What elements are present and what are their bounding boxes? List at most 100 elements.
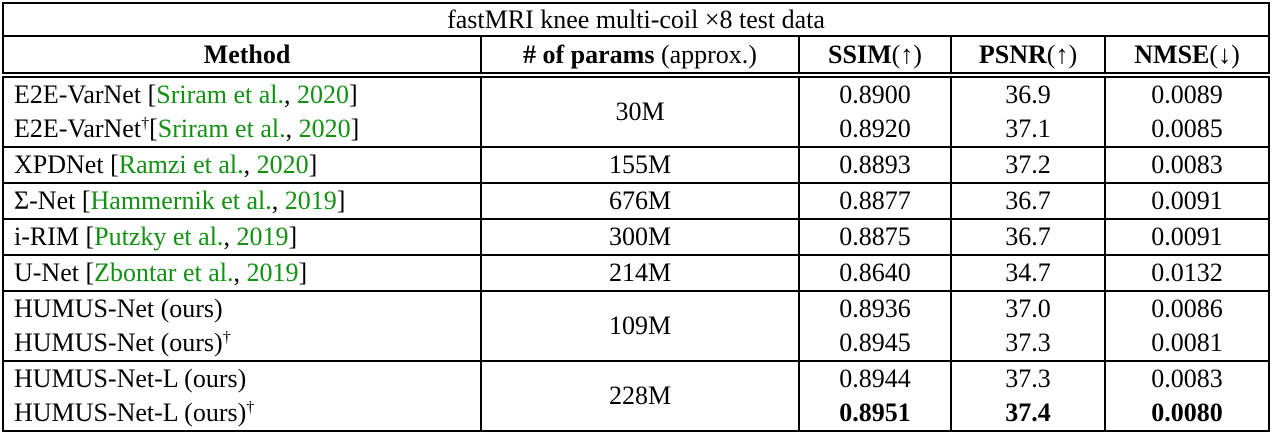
method-cell: U-Net [Zbontar et al., 2019] — [3, 254, 481, 291]
ssim-cell: 0.8944 — [798, 360, 951, 396]
ssim-up-arrow-icon: (↑) — [891, 39, 922, 69]
method-name: HUMUS-Net-L (ours) — [14, 364, 247, 393]
citation-bracket: ] — [350, 114, 360, 143]
nmse-cell: 0.0080 — [1103, 396, 1270, 431]
method-cell: HUMUS-Net-L (ours) — [3, 360, 481, 396]
method-name: Σ-Net — [14, 186, 76, 215]
method-name: E2E-VarNet — [14, 80, 142, 109]
citation-bracket: [ — [149, 114, 158, 143]
psnr-up-arrow-icon: (↑) — [1046, 39, 1078, 69]
params-cell: 30M — [480, 75, 799, 147]
method-cell: HUMUS-Net (ours) — [3, 290, 481, 326]
citation-separator: , — [284, 80, 298, 109]
psnr-cell: 37.4 — [950, 396, 1105, 431]
nmse-cell: 0.0086 — [1103, 290, 1270, 326]
citation-bracket: ] — [298, 258, 308, 287]
citation-bracket: ] — [336, 186, 346, 215]
psnr-cell: 37.1 — [950, 112, 1105, 147]
params-cell: 300M — [480, 218, 799, 255]
citation-year-link[interactable]: 2020 — [297, 80, 350, 109]
method-name: i-RIM — [14, 222, 79, 251]
table-row: E2E-VarNet [Sriram et al., 2020] 30M 0.8… — [3, 75, 1270, 147]
nmse-cell: 0.0083 — [1103, 360, 1270, 396]
citation-year-link[interactable]: 2020 — [298, 114, 351, 143]
caption-row: fastMRI knee multi-coil ×8 test data — [3, 3, 1270, 37]
citation-bracket: [ — [78, 258, 95, 287]
citation-link[interactable]: Putzky et al. — [94, 222, 224, 251]
method-name: HUMUS-Net (ours) — [14, 328, 223, 357]
dagger-superscript: † — [246, 399, 255, 416]
table-row: HUMUS-Net (ours) 109M 0.8936 37.0 0.0086 — [3, 290, 1270, 361]
ssim-cell: 0.8936 — [798, 290, 951, 326]
method-cell: XPDNet [Ramzi et al., 2020] — [3, 146, 481, 183]
method-name: E2E-VarNet — [14, 114, 142, 143]
citation-year-link[interactable]: 2019 — [284, 186, 337, 215]
ssim-cell: 0.8893 — [798, 146, 951, 183]
psnr-cell: 37.3 — [950, 360, 1105, 396]
ssim-cell: 0.8951 — [798, 396, 951, 431]
method-cell: i-RIM [Putzky et al., 2019] — [3, 218, 481, 255]
dagger-superscript: † — [141, 115, 150, 132]
citation-year-link[interactable]: 2019 — [246, 258, 299, 287]
column-header-psnr: PSNR(↑) — [950, 36, 1105, 78]
citation-bracket: [ — [103, 150, 119, 179]
ssim-cell: 0.8945 — [798, 326, 951, 361]
citation-separator: , — [243, 150, 257, 179]
method-name: XPDNet — [14, 150, 104, 179]
nmse-cell: 0.0089 — [1103, 75, 1270, 112]
table-row: Σ-Net [Hammernik et al., 2019] 676M 0.88… — [3, 182, 1270, 219]
ssim-cell: 0.8877 — [798, 182, 951, 219]
method-name: U-Net — [14, 258, 79, 287]
citation-bracket: [ — [75, 186, 91, 215]
method-cell: E2E-VarNet [Sriram et al., 2020] — [3, 75, 481, 112]
citation-separator: , — [271, 186, 285, 215]
citation-bracket: ] — [308, 150, 318, 179]
nmse-cell: 0.0091 — [1103, 182, 1270, 219]
citation-link[interactable]: Hammernik et al. — [90, 186, 272, 215]
table-row: HUMUS-Net (ours)† 0.8945 37.3 0.0081 — [3, 326, 1270, 361]
citation-year-link[interactable]: 2019 — [236, 222, 289, 251]
psnr-cell: 37.3 — [950, 326, 1105, 361]
citation-bracket: [ — [141, 80, 157, 109]
ssim-cell: 0.8900 — [798, 75, 951, 112]
citation-bracket: [ — [79, 222, 95, 251]
psnr-cell: 36.7 — [950, 218, 1105, 255]
nmse-cell: 0.0085 — [1103, 112, 1270, 147]
citation-separator: , — [285, 114, 299, 143]
citation-link[interactable]: Zbontar et al. — [94, 258, 234, 287]
nmse-down-arrow-icon: (↓) — [1209, 39, 1240, 69]
citation-separator: , — [233, 258, 247, 287]
citation-link[interactable]: Ramzi et al. — [118, 150, 244, 179]
method-name: HUMUS-Net (ours) — [14, 294, 223, 323]
table-row: i-RIM [Putzky et al., 2019] 300M 0.8875 … — [3, 218, 1270, 255]
table-row: E2E-VarNet†[Sriram et al., 2020] 0.8920 … — [3, 112, 1270, 147]
psnr-cell: 37.0 — [950, 290, 1105, 326]
params-cell: 109M — [480, 290, 799, 361]
params-cell: 155M — [480, 146, 799, 183]
table-row: HUMUS-Net-L (ours)† 0.8951 37.4 0.0080 — [3, 396, 1270, 431]
method-cell: HUMUS-Net-L (ours)† — [3, 396, 481, 431]
params-header-note: (approx.) — [654, 39, 757, 69]
method-header-label: Method — [203, 39, 291, 69]
citation-separator: , — [223, 222, 237, 251]
column-header-params: # of params (approx.) — [480, 36, 799, 78]
psnr-cell: 36.9 — [950, 75, 1105, 112]
method-cell: E2E-VarNet†[Sriram et al., 2020] — [3, 112, 481, 147]
nmse-cell: 0.0081 — [1103, 326, 1270, 361]
citation-year-link[interactable]: 2020 — [256, 150, 309, 179]
params-header-label: # of params — [523, 39, 655, 69]
method-cell: HUMUS-Net (ours)† — [3, 326, 481, 361]
results-table: fastMRI knee multi-coil ×8 test data Met… — [2, 2, 1271, 432]
psnr-cell: 37.2 — [950, 146, 1105, 183]
ssim-cell: 0.8920 — [798, 112, 951, 147]
citation-link[interactable]: Sriram et al. — [156, 80, 285, 109]
psnr-header-label: PSNR — [978, 39, 1047, 69]
citation-link[interactable]: Sriram et al. — [157, 114, 286, 143]
ssim-cell: 0.8875 — [798, 218, 951, 255]
params-cell: 676M — [480, 182, 799, 219]
psnr-cell: 36.7 — [950, 182, 1105, 219]
column-header-ssim: SSIM(↑) — [798, 36, 951, 78]
dagger-superscript: † — [222, 329, 231, 346]
ssim-header-label: SSIM — [828, 39, 892, 69]
column-header-nmse: NMSE(↓) — [1103, 36, 1270, 78]
